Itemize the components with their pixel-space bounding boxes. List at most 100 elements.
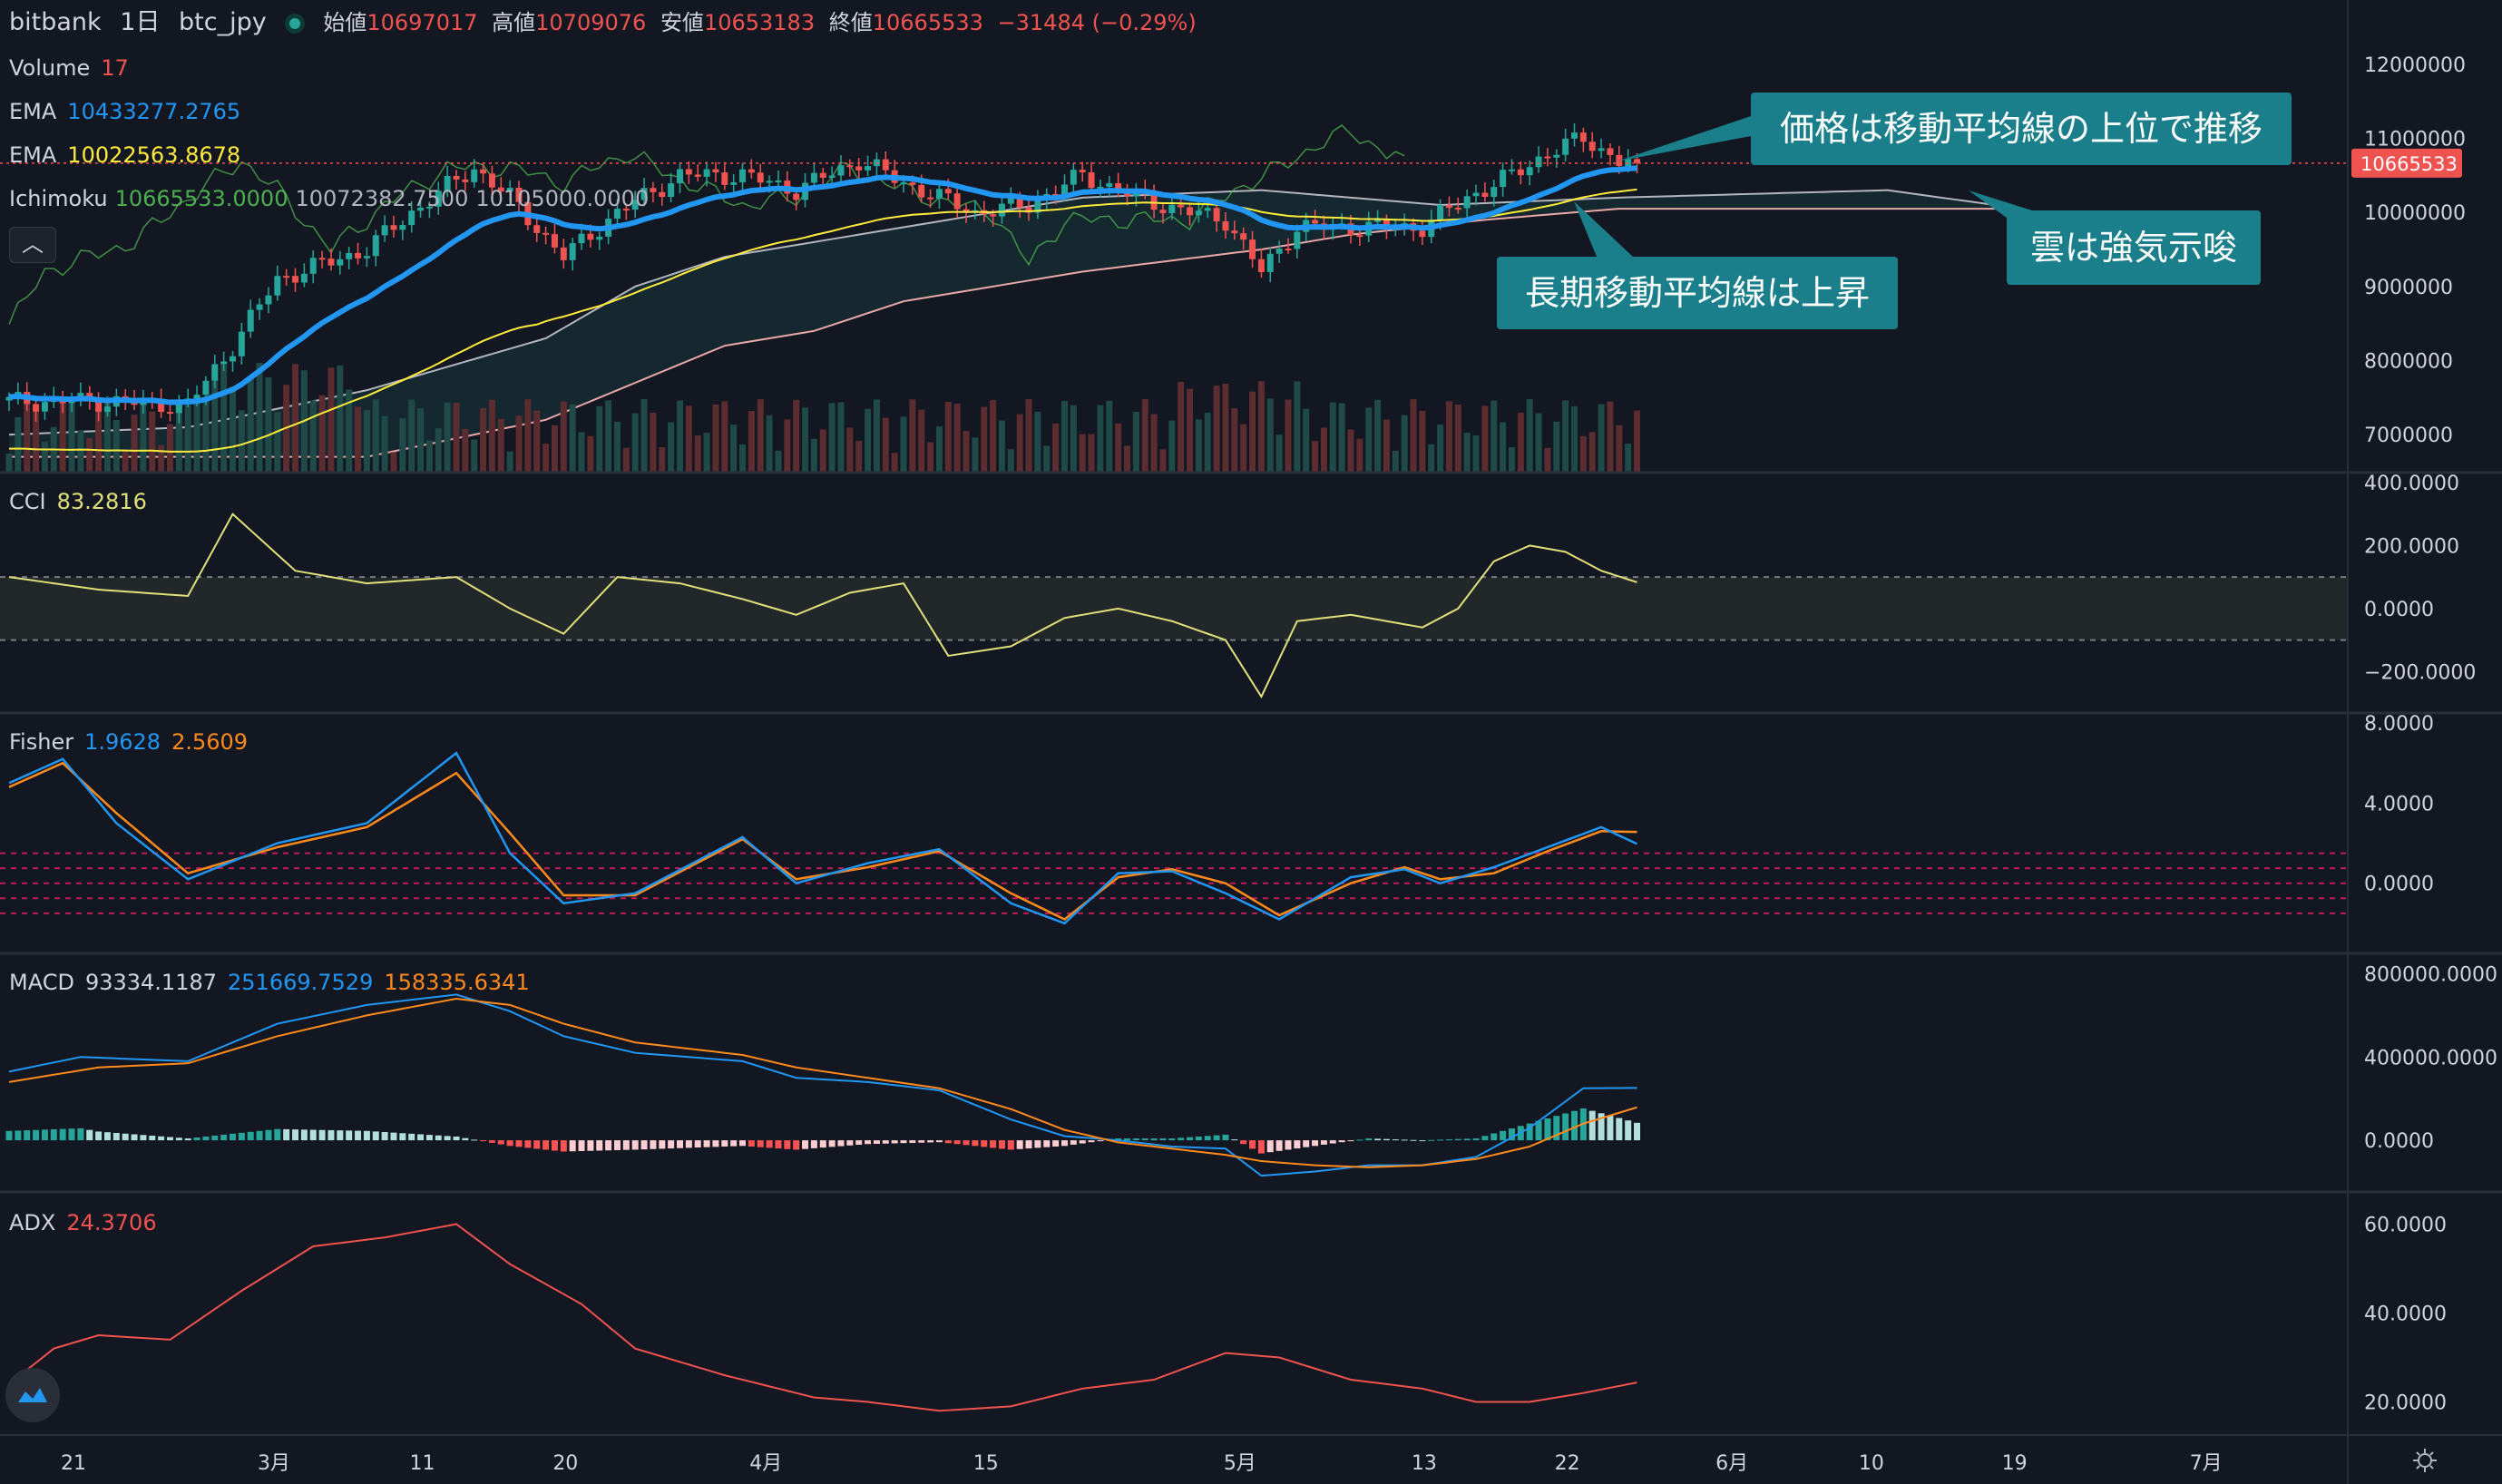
- candle-body[interactable]: [327, 259, 335, 266]
- candle-body[interactable]: [578, 233, 585, 244]
- candle-body[interactable]: [1544, 156, 1551, 159]
- candle-body[interactable]: [363, 256, 370, 259]
- candle-body[interactable]: [650, 188, 657, 192]
- candle-body[interactable]: [337, 259, 344, 266]
- candle-body[interactable]: [793, 193, 800, 200]
- candle-body[interactable]: [998, 203, 1005, 217]
- candle-body[interactable]: [953, 193, 961, 210]
- candle-body[interactable]: [810, 172, 817, 183]
- candle-body[interactable]: [1312, 220, 1319, 224]
- candle-body[interactable]: [1195, 210, 1202, 216]
- candle-body[interactable]: [1437, 205, 1444, 220]
- candle-body[interactable]: [1500, 170, 1507, 188]
- candle-body[interactable]: [712, 169, 719, 173]
- candle-body[interactable]: [865, 166, 872, 171]
- candle-body[interactable]: [846, 165, 854, 168]
- candle-body[interactable]: [417, 207, 425, 211]
- candle-body[interactable]: [703, 169, 710, 177]
- candle-body[interactable]: [1034, 200, 1041, 213]
- candle-body[interactable]: [837, 165, 845, 176]
- candle-body[interactable]: [1115, 182, 1122, 192]
- candle-body[interactable]: [935, 189, 943, 200]
- adx-legend[interactable]: ADX 24.3706: [9, 1209, 168, 1236]
- candle-body[interactable]: [1060, 184, 1068, 196]
- candle-body[interactable]: [390, 225, 397, 230]
- candle-body[interactable]: [1445, 205, 1452, 209]
- candle-body[interactable]: [309, 258, 317, 274]
- candle-body[interactable]: [1607, 148, 1614, 155]
- candle-body[interactable]: [1508, 169, 1515, 171]
- candle-body[interactable]: [247, 309, 254, 332]
- candle-body[interactable]: [1097, 186, 1104, 189]
- ema-fast-legend[interactable]: EMA 10433277.2765: [9, 98, 251, 125]
- candle-body[interactable]: [1249, 239, 1256, 259]
- callout-box[interactable]: [1751, 93, 2292, 165]
- candle-body[interactable]: [1168, 204, 1176, 214]
- candle-body[interactable]: [1294, 231, 1301, 249]
- candle-body[interactable]: [1454, 208, 1461, 210]
- candle-body[interactable]: [631, 200, 639, 210]
- cci-legend[interactable]: CCI 83.2816: [9, 488, 158, 515]
- candle-body[interactable]: [1598, 148, 1605, 151]
- candle-body[interactable]: [497, 187, 504, 192]
- candle-body[interactable]: [677, 169, 683, 184]
- candle-body[interactable]: [1025, 207, 1032, 213]
- candle-body[interactable]: [900, 182, 907, 185]
- candle-body[interactable]: [1588, 142, 1596, 151]
- candle-body[interactable]: [587, 233, 594, 240]
- ichimoku-legend[interactable]: Ichimoku 10665533.0000 10072382.7500 101050…: [9, 185, 660, 212]
- candle-body[interactable]: [1472, 192, 1480, 197]
- candle-body[interactable]: [103, 406, 111, 412]
- candle-body[interactable]: [488, 173, 495, 188]
- candle-body[interactable]: [1187, 207, 1194, 216]
- candle-body[interactable]: [1481, 192, 1489, 198]
- candle-body[interactable]: [372, 235, 379, 257]
- candle-body[interactable]: [1562, 138, 1569, 155]
- candle-body[interactable]: [193, 395, 200, 399]
- candle-body[interactable]: [230, 356, 236, 362]
- candle-body[interactable]: [202, 380, 210, 395]
- candle-body[interactable]: [220, 361, 228, 365]
- candle-body[interactable]: [1150, 193, 1158, 210]
- candle-body[interactable]: [1463, 196, 1471, 209]
- candle-body[interactable]: [659, 191, 666, 198]
- candle-body[interactable]: [757, 172, 764, 183]
- candle-body[interactable]: [668, 183, 675, 198]
- candle-body[interactable]: [1222, 221, 1229, 231]
- candle-body[interactable]: [990, 214, 997, 217]
- volume-legend[interactable]: Volume 17: [9, 54, 140, 82]
- interval-label[interactable]: 1日: [120, 8, 161, 36]
- collapse-legend-button[interactable]: ︿: [9, 227, 56, 263]
- time-axis-settings-button[interactable]: [2409, 1444, 2441, 1477]
- candle-body[interactable]: [5, 396, 13, 401]
- candle-body[interactable]: [596, 236, 603, 240]
- candle-body[interactable]: [515, 187, 523, 202]
- candle-body[interactable]: [730, 181, 738, 185]
- candle-body[interactable]: [68, 401, 75, 404]
- candle-body[interactable]: [381, 225, 388, 236]
- candle-body[interactable]: [1490, 187, 1498, 198]
- candle-body[interactable]: [1356, 235, 1363, 238]
- candle-body[interactable]: [238, 331, 245, 356]
- candle-body[interactable]: [613, 209, 621, 220]
- candle-body[interactable]: [453, 175, 460, 180]
- candle-body[interactable]: [292, 276, 299, 283]
- candle-body[interactable]: [462, 179, 469, 182]
- candle-body[interactable]: [739, 169, 747, 182]
- candle-body[interactable]: [283, 276, 290, 278]
- candle-body[interactable]: [1285, 249, 1292, 251]
- candle-body[interactable]: [256, 304, 263, 310]
- candle-body[interactable]: [855, 166, 863, 171]
- candle-body[interactable]: [1204, 208, 1211, 211]
- candle-body[interactable]: [1213, 208, 1220, 222]
- candle-body[interactable]: [300, 273, 308, 283]
- candle-body[interactable]: [95, 399, 103, 412]
- candle-body[interactable]: [1266, 253, 1274, 272]
- candle-body[interactable]: [560, 247, 567, 260]
- candle-body[interactable]: [694, 174, 701, 177]
- candle-body[interactable]: [1571, 132, 1578, 139]
- candle-body[interactable]: [927, 197, 934, 200]
- tradingview-logo-button[interactable]: [5, 1368, 60, 1422]
